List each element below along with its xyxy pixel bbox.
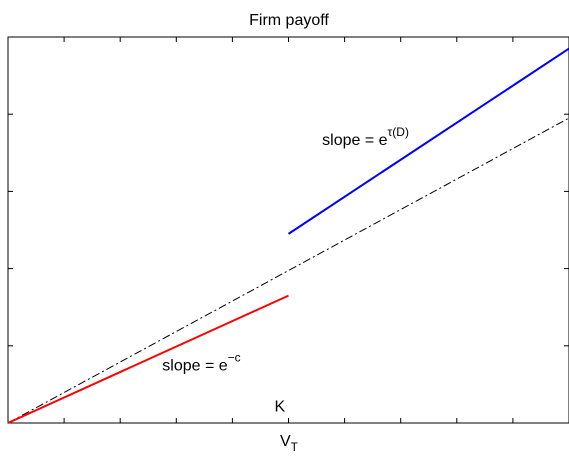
red-payoff-line-1 bbox=[7, 294, 289, 424]
annotation-blue-superscript: τ(D) bbox=[388, 125, 409, 139]
annotation-red-base: slope = e bbox=[162, 358, 227, 375]
x-axis-label: VT bbox=[280, 433, 299, 454]
chart-title: Firm payoff bbox=[249, 12, 329, 29]
annotations-group: slope = eτ(D)slope = e−cK bbox=[162, 125, 409, 415]
annotation-red: slope = e−c bbox=[162, 351, 240, 375]
x-axis-label-main: V bbox=[280, 433, 291, 450]
dashdot-reference-line-0 bbox=[7, 117, 569, 424]
axis-ticks bbox=[8, 37, 569, 423]
annotation-k-base: K bbox=[274, 398, 285, 415]
annotation-red-superscript: −c bbox=[228, 351, 241, 365]
blue-payoff-line-2 bbox=[287, 47, 569, 235]
annotation-k: K bbox=[274, 398, 285, 415]
annotation-blue: slope = eτ(D) bbox=[322, 125, 409, 149]
series-group bbox=[7, 47, 569, 424]
x-axis-label-subscript: T bbox=[291, 440, 299, 454]
annotation-blue-base: slope = e bbox=[322, 132, 387, 149]
plot-frame bbox=[7, 36, 569, 424]
